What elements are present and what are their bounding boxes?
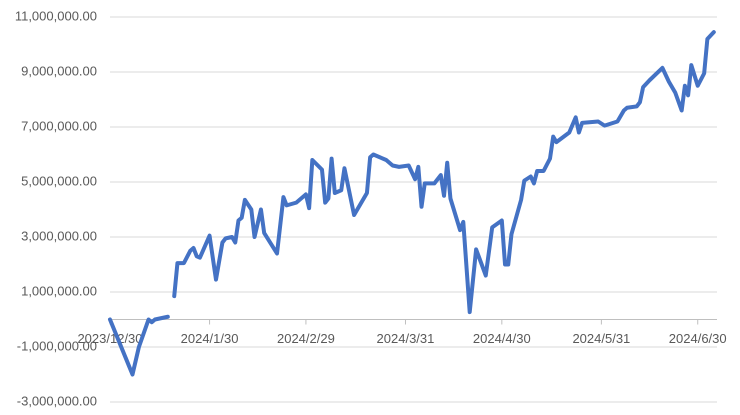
- y-tick-label: 7,000,000.00: [21, 118, 97, 133]
- y-tick-label: 9,000,000.00: [21, 63, 97, 78]
- data-line: [108, 30, 716, 377]
- y-tick-label: -1,000,000.00: [17, 338, 97, 353]
- y-tick-label: -3,000,000.00: [17, 393, 97, 408]
- x-tick-label: 2024/5/31: [572, 331, 630, 346]
- x-tick-label: 2024/2/29: [277, 331, 335, 346]
- x-tick-label: 2024/6/30: [669, 331, 727, 346]
- y-tick-label: 3,000,000.00: [21, 228, 97, 243]
- x-tick-label: 2024/1/30: [181, 331, 239, 346]
- x-tick-label: 2023/12/30: [77, 331, 142, 346]
- y-tick-label: 11,000,000.00: [15, 8, 97, 23]
- y-tick-label: 5,000,000.00: [21, 173, 97, 188]
- x-tick-label: 2024/4/30: [473, 331, 531, 346]
- x-tick-label: 2024/3/31: [377, 331, 435, 346]
- y-tick-label: 1,000,000.00: [21, 283, 97, 298]
